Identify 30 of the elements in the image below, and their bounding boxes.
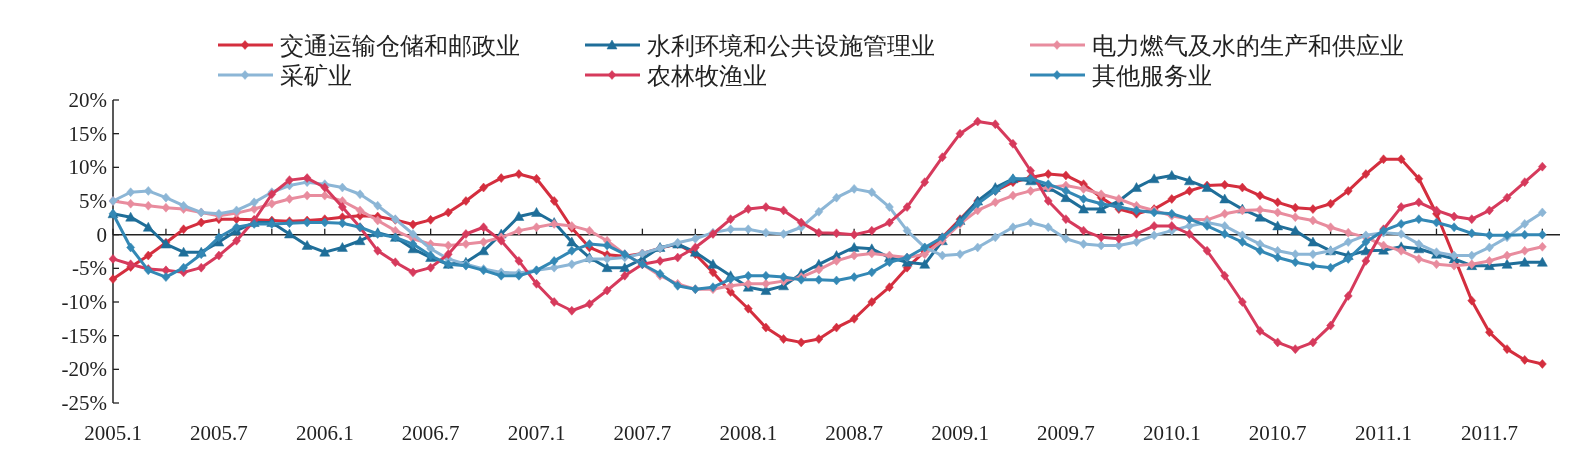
y-tick-label: 5%	[79, 189, 107, 213]
legend-label: 采矿业	[280, 63, 352, 89]
x-tick-label: 2011.1	[1355, 421, 1413, 445]
y-tick-label: 0	[96, 222, 107, 247]
y-tick-label: 10%	[68, 155, 107, 180]
legend-label: 其他服务业	[1092, 63, 1212, 89]
x-tick-label: 2005.7	[190, 421, 248, 445]
legend-label: 电力燃气及水的生产和供应业	[1092, 33, 1404, 59]
x-tick-label: 2010.7	[1248, 421, 1307, 445]
x-tick-label: 2006.1	[295, 421, 354, 445]
y-tick-label: 15%	[68, 121, 107, 146]
y-tick-label: 20%	[68, 88, 107, 112]
x-tick-label: 2011.7	[1460, 421, 1518, 445]
x-tick-label: 2007.7	[613, 421, 672, 445]
x-tick-label: 2010.1	[1142, 421, 1201, 445]
x-tick-label: 2009.7	[1037, 421, 1095, 445]
x-tick-label: 2007.1	[507, 421, 566, 445]
x-tick-label: 2008.1	[719, 421, 778, 445]
y-tick-label: -20%	[61, 357, 107, 382]
y-tick-label: -15%	[61, 323, 107, 348]
legend-label: 农林牧渔业	[647, 63, 767, 89]
y-tick-label: -25%	[61, 391, 107, 415]
legend-label: 水利环境和公共设施管理业	[647, 33, 935, 59]
x-tick-label: 2008.7	[825, 421, 884, 445]
legend-label: 交通运输仓储和邮政业	[280, 33, 520, 59]
x-tick-label: 2006.7	[401, 421, 460, 445]
x-tick-label: 2005.1	[84, 421, 142, 445]
y-tick-label: -10%	[61, 290, 107, 314]
x-tick-label: 2009.1	[931, 421, 989, 445]
y-tick-label: -5%	[72, 256, 107, 281]
